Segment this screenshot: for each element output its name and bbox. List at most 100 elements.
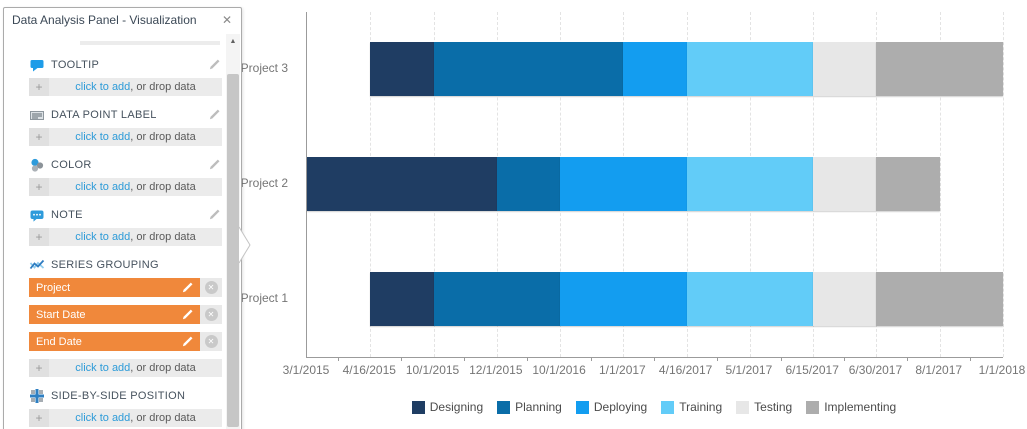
add-icon[interactable]: + [29, 178, 49, 196]
note-icon [29, 207, 45, 223]
bar-segment-training[interactable] [686, 272, 814, 326]
bar-segment-implementing[interactable] [876, 157, 940, 211]
bar-segment-designing[interactable] [370, 42, 434, 96]
y-axis-label: Project 3 [240, 61, 288, 75]
legend-swatch [411, 400, 425, 414]
add-icon[interactable]: + [29, 78, 49, 96]
drop-zone-side-by-side-position[interactable]: + click to add, or drop data [29, 409, 222, 427]
bar-segment-planning[interactable] [496, 157, 561, 211]
bar-segment-deploying[interactable] [560, 272, 687, 326]
edit-pencil-icon[interactable] [181, 308, 195, 322]
bar-segment-testing[interactable] [813, 157, 877, 211]
panel-collapse-handle[interactable] [238, 226, 253, 269]
section-header-tooltip: TOOLTIP [29, 57, 222, 73]
click-to-add-link[interactable]: click to add [75, 412, 131, 424]
edit-pencil-icon[interactable] [208, 158, 222, 172]
field-chip-start-date[interactable]: Start Date ✕ [29, 305, 222, 324]
color-icon [29, 157, 45, 173]
remove-chip-area: ✕ [200, 332, 222, 351]
click-to-add-link[interactable]: click to add [75, 81, 131, 93]
section-label: SERIES GROUPING [51, 259, 159, 271]
section-label: NOTE [51, 209, 83, 221]
drop-zone-color[interactable]: + click to add, or drop data [29, 178, 222, 196]
legend-swatch [575, 400, 589, 414]
bar-segment-testing[interactable] [813, 42, 877, 96]
axis-tick-mark [527, 357, 529, 361]
drop-text-rest: , or drop data [130, 231, 196, 243]
section-label: COLOR [51, 159, 92, 171]
drop-zone-series-grouping[interactable]: + click to add, or drop data [29, 359, 222, 377]
edit-pencil-icon[interactable] [208, 208, 222, 222]
chart-plot-area [306, 12, 1004, 358]
chart-y-axis-labels: Project 3 Project 2 Project 1 [0, 12, 297, 357]
add-icon[interactable]: + [29, 409, 49, 427]
drop-text-rest: , or drop data [130, 362, 196, 374]
legend-item-deploying: Deploying [575, 400, 647, 414]
legend-swatch [661, 400, 675, 414]
drop-zone-data-point-label[interactable]: + click to add, or drop data [29, 128, 222, 146]
bar-segment-designing[interactable] [370, 272, 434, 326]
scrollbar-thumb[interactable] [227, 74, 239, 427]
axis-tick-mark [337, 357, 339, 361]
panel-scrollbar[interactable]: ▲ [226, 34, 240, 429]
legend-item-training: Training [661, 400, 722, 414]
drop-zone-text: click to add, or drop data [49, 359, 222, 377]
drop-zone-text: click to add, or drop data [49, 78, 222, 96]
data-analysis-panel: Data Analysis Panel - Visualization ✕ TO… [3, 7, 242, 429]
field-chip-label: Start Date [36, 308, 86, 321]
click-to-add-link[interactable]: click to add [75, 362, 131, 374]
bar-segment-deploying[interactable] [560, 157, 687, 211]
edit-pencil-icon[interactable] [181, 281, 195, 295]
click-to-add-link[interactable]: click to add [75, 181, 131, 193]
legend-swatch [497, 400, 511, 414]
x-axis-label: 10/1/2015 [405, 363, 460, 377]
drop-text-rest: , or drop data [130, 131, 196, 143]
field-chip-project[interactable]: Project ✕ [29, 278, 222, 297]
axis-tick-mark [464, 357, 466, 361]
field-chip-end-date[interactable]: End Date ✕ [29, 332, 222, 351]
field-chip-body[interactable]: End Date [29, 332, 200, 351]
drop-zone-tooltip[interactable]: + click to add, or drop data [29, 78, 222, 96]
bar-segment-planning[interactable] [433, 42, 624, 96]
section-header-series-grouping: SERIES GROUPING [29, 257, 222, 273]
axis-tick-mark [654, 357, 655, 361]
panel-title: Data Analysis Panel - Visualization [12, 13, 197, 27]
scrolled-row-sliver[interactable] [80, 41, 220, 45]
click-to-add-link[interactable]: click to add [75, 131, 131, 143]
edit-pencil-icon[interactable] [208, 58, 222, 72]
remove-icon[interactable]: ✕ [204, 308, 218, 321]
edit-pencil-icon[interactable] [181, 335, 195, 349]
section-header-note: NOTE [29, 207, 222, 223]
drop-zone-note[interactable]: + click to add, or drop data [29, 228, 222, 246]
bar-segment-training[interactable] [686, 42, 814, 96]
axis-tick-mark [907, 357, 909, 361]
panel-header: Data Analysis Panel - Visualization ✕ [4, 8, 241, 32]
axis-tick-mark [590, 357, 592, 361]
add-icon[interactable]: + [29, 359, 49, 377]
edit-pencil-icon[interactable] [208, 108, 222, 122]
field-chip-body[interactable]: Start Date [29, 305, 200, 324]
remove-icon[interactable]: ✕ [204, 281, 218, 294]
bar-segment-testing[interactable] [813, 272, 877, 326]
add-icon[interactable]: + [29, 228, 49, 246]
close-icon[interactable]: ✕ [221, 13, 233, 27]
scroll-up-arrow-icon[interactable]: ▲ [229, 38, 237, 45]
bar-segment-designing[interactable] [307, 157, 497, 211]
bar-segment-implementing[interactable] [876, 42, 1003, 96]
bar-segment-planning[interactable] [433, 272, 561, 326]
axis-tick-mark [843, 357, 845, 361]
bar-segment-deploying[interactable] [623, 42, 687, 96]
data-point-label-icon [29, 107, 45, 123]
field-chip-body[interactable]: Project [29, 278, 200, 297]
add-icon[interactable]: + [29, 128, 49, 146]
x-axis-label: 3/1/2015 [282, 363, 330, 377]
section-header-color: COLOR [29, 157, 222, 173]
bar-segment-training[interactable] [686, 157, 814, 211]
remove-icon[interactable]: ✕ [204, 335, 218, 348]
x-axis-label: 1/1/2018 [978, 363, 1026, 377]
section-label: DATA POINT LABEL [51, 109, 157, 121]
bar-segment-implementing[interactable] [876, 272, 1003, 326]
legend-item-planning: Planning [497, 400, 562, 414]
click-to-add-link[interactable]: click to add [75, 231, 131, 243]
